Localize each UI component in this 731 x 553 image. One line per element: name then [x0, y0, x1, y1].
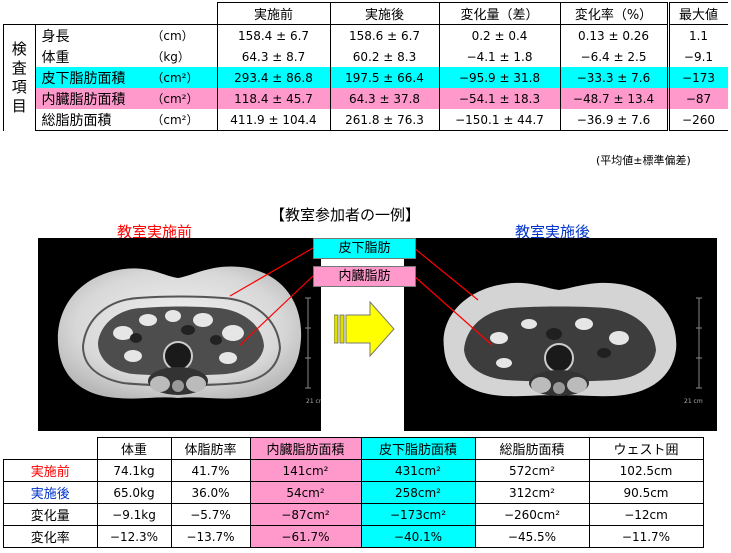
col-header-after: 実施後 — [329, 2, 439, 25]
cell: 74.1kg — [96, 459, 172, 482]
cell: −45.5% — [474, 525, 590, 548]
row-label-change: 変化量 — [3, 503, 98, 526]
col-header-visceral: 内臓脂肪面積 — [249, 437, 362, 460]
table-row: 実施前 74.1kg 41.7% 141cm² 431cm² 572cm² 10… — [3, 459, 704, 482]
scale-label: 21 cm — [684, 398, 703, 405]
cell: −48.7 ± 13.4 — [559, 88, 668, 109]
col-header-max: 最大値 — [666, 2, 728, 25]
cell: 41.7% — [170, 459, 251, 482]
row-unit: （cm） — [151, 29, 194, 43]
cell: 0.2 ± 0.4 — [438, 24, 560, 46]
table-row: 変化量 −9.1kg −5.7% −87cm² −173cm² −260cm² … — [3, 503, 704, 526]
cell: 118.4 ± 45.7 — [216, 88, 330, 109]
cell: 102.5cm — [588, 459, 704, 482]
cell: −87 — [666, 88, 728, 109]
cell: 64.3 ± 8.7 — [216, 46, 330, 67]
row-label-after: 実施後 — [3, 481, 98, 504]
subcutaneous-fat-tag: 皮下脂肪 — [313, 238, 416, 259]
row-item: 総脂肪面積 — [35, 109, 148, 131]
cell: 261.8 ± 76.3 — [329, 109, 439, 131]
cell: −87cm² — [249, 503, 362, 526]
cell: −54.1 ± 18.3 — [438, 88, 560, 109]
row-unit: （kg） — [151, 50, 190, 64]
cell: −173 — [666, 67, 728, 88]
summary-table: 実施前 実施後 変化量（差） 変化率（%） 最大値 検 査 項 目 身長 （cm… — [3, 2, 728, 131]
col-header-change-rate: 変化率（%） — [559, 2, 668, 25]
cell: 197.5 ± 66.4 — [329, 67, 439, 88]
col-header-waist: ウェスト囲 — [588, 437, 704, 460]
row-unit: （cm²） — [147, 67, 217, 88]
row-item: 身長 — [41, 28, 70, 45]
table-row-visceral: 内臓脂肪面積 （cm²） 118.4 ± 45.7 64.3 ± 37.8 −5… — [4, 88, 728, 109]
cell: −40.1% — [360, 525, 476, 548]
cell: 65.0kg — [96, 481, 172, 504]
example-title: 【教室参加者の一例】 — [270, 206, 421, 224]
cell: 158.4 ± 6.7 — [216, 24, 330, 46]
cell: 258cm² — [360, 481, 476, 504]
cell: −13.7% — [170, 525, 251, 548]
col-header-total-fat: 総脂肪面積 — [474, 437, 590, 460]
table-row: 総脂肪面積 （cm²） 411.9 ± 104.4 261.8 ± 76.3 −… — [4, 109, 728, 131]
scale-label: 21 cm — [306, 398, 321, 405]
cell: −36.9 ± 7.6 — [559, 109, 668, 131]
row-label-change-rate: 変化率 — [3, 525, 98, 548]
cell: −4.1 ± 1.8 — [438, 46, 560, 67]
row-unit: （cm²） — [147, 109, 217, 131]
cell: 36.0% — [170, 481, 251, 504]
cell: −61.7% — [249, 525, 362, 548]
col-header-body-fat: 体脂肪率 — [170, 437, 251, 460]
visceral-fat-tag: 内臓脂肪 — [313, 266, 416, 287]
cell: 54cm² — [249, 481, 362, 504]
cell: 158.6 ± 6.7 — [329, 24, 439, 46]
table-row-subcutaneous: 皮下脂肪面積 （cm²） 293.4 ± 86.8 197.5 ± 66.4 −… — [4, 67, 728, 88]
row-item: 皮下脂肪面積 — [35, 67, 148, 88]
cell: 0.13 ± 0.26 — [559, 24, 668, 46]
before-caption: 教室実施前 — [117, 223, 193, 241]
cell: −5.7% — [170, 503, 251, 526]
cell: 293.4 ± 86.8 — [216, 67, 330, 88]
cell: −9.1 — [666, 46, 728, 67]
table-row: 実施後 65.0kg 36.0% 54cm² 258cm² 312cm² 90.… — [3, 481, 704, 504]
col-header-before: 実施前 — [216, 2, 330, 25]
cell: 431cm² — [360, 459, 476, 482]
footnote: (平均値±標準偏差) — [596, 154, 691, 167]
col-header-change: 変化量（差） — [438, 2, 560, 25]
cell: −12cm — [588, 503, 704, 526]
table-row: 検 査 項 目 身長 （cm） 158.4 ± 6.7 158.6 ± 6.7 … — [3, 24, 728, 131]
row-item: 内臓脂肪面積 — [35, 88, 148, 109]
cell: 64.3 ± 37.8 — [329, 88, 439, 109]
cell: 572cm² — [474, 459, 590, 482]
row-label-before: 実施前 — [3, 459, 98, 482]
cell: 141cm² — [249, 459, 362, 482]
cell: −6.4 ± 2.5 — [559, 46, 668, 67]
row-item: 体重 — [41, 49, 70, 66]
col-header-weight: 体重 — [96, 437, 172, 460]
row-unit: （cm²） — [147, 88, 217, 109]
table-row: 体重 （kg） 64.3 ± 8.7 60.2 ± 8.3 −4.1 ± 1.8… — [4, 46, 728, 67]
cell: 60.2 ± 8.3 — [329, 46, 439, 67]
cell: 411.9 ± 104.4 — [216, 109, 330, 131]
cell: −173cm² — [360, 503, 476, 526]
after-caption: 教室実施後 — [515, 223, 591, 241]
cell: −11.7% — [588, 525, 704, 548]
right-arrow-icon — [334, 300, 395, 358]
cell: −150.1 ± 44.7 — [438, 109, 560, 131]
cell: 1.1 — [666, 24, 728, 46]
side-label: 検 査 項 目 — [3, 24, 36, 131]
mri-image-before: 21 cm — [38, 238, 321, 431]
col-header-subcutaneous: 皮下脂肪面積 — [360, 437, 476, 460]
mri-image-after: 21 cm — [404, 238, 717, 431]
table-row: 変化率 −12.3% −13.7% −61.7% −40.1% −45.5% −… — [3, 525, 704, 548]
cell: −260cm² — [474, 503, 590, 526]
cell: 90.5cm — [588, 481, 704, 504]
cell: −95.9 ± 31.8 — [438, 67, 560, 88]
cell: 312cm² — [474, 481, 590, 504]
cell: −33.3 ± 7.6 — [559, 67, 668, 88]
individual-result-table: 体重 体脂肪率 内臓脂肪面積 皮下脂肪面積 総脂肪面積 ウェスト囲 実施前 74… — [3, 437, 704, 548]
cell: −12.3% — [96, 525, 172, 548]
cell: −9.1kg — [96, 503, 172, 526]
cell: −260 — [666, 109, 728, 131]
